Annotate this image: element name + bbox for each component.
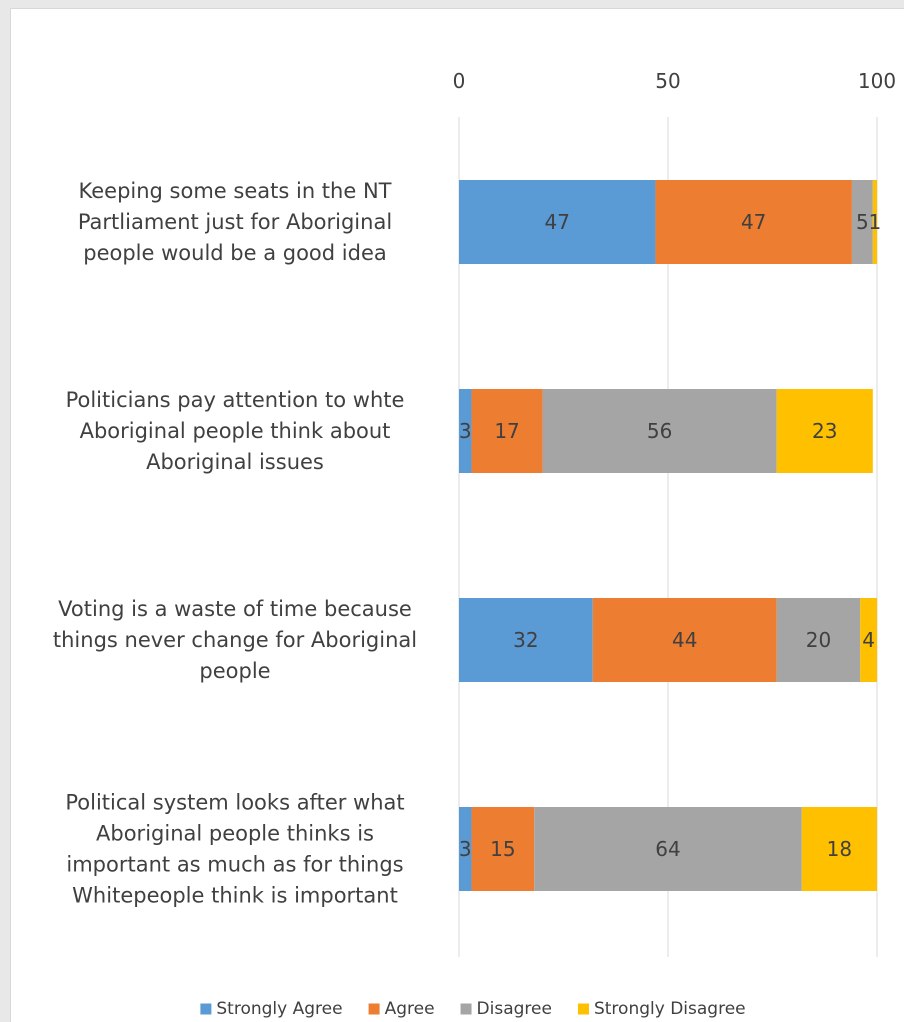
bar-segment-2-disagree: [542, 389, 777, 473]
x-tick-label-100: 100: [858, 69, 896, 93]
bar-segment-1-agree: [655, 180, 852, 264]
category-label-2: Politicians pay attention to whte Aborigi…: [66, 388, 405, 474]
bar-segment-4-agree: [471, 807, 535, 891]
bar-segment-4-disagree: [534, 807, 802, 891]
data-label-3-agree: 44: [672, 628, 697, 652]
data-label-3-strongly-agree: 32: [513, 628, 538, 652]
data-label-2-agree: 17: [494, 419, 519, 443]
category-label-1-line-2: Partliament just for Aboriginal: [78, 210, 392, 234]
category-label-4-line-3: important as much as for things: [66, 853, 403, 877]
category-label-4-line-2: Aboriginal people thinks is: [96, 822, 374, 846]
data-label-2-strongly-disagree: 23: [812, 419, 837, 443]
data-label-2-strongly-agree: 3: [459, 419, 472, 443]
bar-segment-4-strongly-disagree: [801, 807, 877, 891]
category-label-2-line-2: Aboriginal people think about: [80, 419, 391, 443]
category-label-3: Voting is a waste of time because things …: [53, 597, 417, 683]
data-label-4-strongly-agree: 3: [459, 837, 472, 861]
bar-segment-1-strongly-disagree: [872, 180, 877, 264]
category-label-2-line-1: Politicians pay attention to whte: [66, 388, 405, 412]
data-label-1-strongly-agree: 47: [545, 210, 570, 234]
data-label-1-disagree: 5: [856, 210, 869, 234]
x-tick-label-50: 50: [655, 69, 680, 93]
bar-segment-3-strongly-agree: [459, 598, 593, 682]
bar-segment-3-strongly-disagree: [860, 598, 877, 682]
data-label-1-strongly-disagree: 1: [869, 210, 882, 234]
data-label-4-disagree: 64: [655, 837, 680, 861]
legend-label-strongly-disagree: Strongly Disagree: [594, 999, 746, 1019]
bar-segment-2-agree: [471, 389, 543, 473]
data-label-2-disagree: 56: [647, 419, 672, 443]
category-labels: Keeping some seats in the NT Partliament …: [53, 179, 417, 908]
category-label-3-line-3: people: [199, 659, 270, 683]
category-label-3-line-2: things never change for Aboriginal: [53, 628, 417, 652]
category-label-4-line-4: Whitepeople think is important: [72, 884, 398, 908]
bar-segment-2-strongly-disagree: [776, 389, 873, 473]
data-label-4-strongly-disagree: 18: [827, 837, 852, 861]
bar-segment-3-disagree: [776, 598, 861, 682]
data-label-1-agree: 47: [741, 210, 766, 234]
stacked-bar-chart: 0 50 100 47 47 5 1 3 17 56 23 32 44 20 4 3 15 64 18 Keepi…: [53, 69, 896, 1019]
bar-segment-2-strongly-agree: [459, 389, 472, 473]
category-label-4-line-1: Political system looks after what: [65, 791, 404, 815]
legend-swatch-strongly-agree: [200, 1003, 212, 1015]
category-label-4: Political system looks after what Aborigi…: [65, 791, 404, 908]
data-label-4-agree: 15: [490, 837, 515, 861]
category-label-1-line-1: Keeping some seats in the NT: [79, 179, 392, 203]
x-tick-label-0: 0: [453, 69, 466, 93]
bar-segment-3-agree: [592, 598, 777, 682]
bars: [459, 180, 877, 891]
bar-segment-1-disagree: [851, 180, 873, 264]
category-label-3-line-1: Voting is a waste of time because: [58, 597, 412, 621]
legend-label-disagree: Disagree: [477, 999, 552, 1019]
chart-frame: 0 50 100 47 47 5 1 3 17 56 23 32 44 20 4 3 15 64 18 Keepi…: [10, 8, 904, 1022]
bar-segment-4-strongly-agree: [459, 807, 472, 891]
legend: Strongly Agree Agree Disagree Strongly Disa…: [200, 999, 746, 1019]
x-axis-ticks: 0 50 100: [453, 69, 896, 93]
category-label-1: Keeping some seats in the NT Partliament …: [78, 179, 392, 265]
category-label-1-line-3: people would be a good idea: [83, 241, 387, 265]
legend-label-agree: Agree: [385, 999, 435, 1019]
legend-swatch-agree: [368, 1003, 380, 1015]
data-label-3-strongly-disagree: 4: [862, 628, 875, 652]
data-labels: 47 47 5 1 3 17 56 23 32 44 20 4 3 15 64 18: [459, 210, 881, 861]
bar-segment-1-strongly-agree: [459, 180, 656, 264]
category-label-2-line-3: Aboriginal issues: [146, 450, 324, 474]
legend-label-strongly-agree: Strongly Agree: [216, 999, 342, 1019]
legend-swatch-disagree: [460, 1003, 472, 1015]
legend-swatch-strongly-disagree: [577, 1003, 589, 1015]
data-label-3-disagree: 20: [806, 628, 831, 652]
